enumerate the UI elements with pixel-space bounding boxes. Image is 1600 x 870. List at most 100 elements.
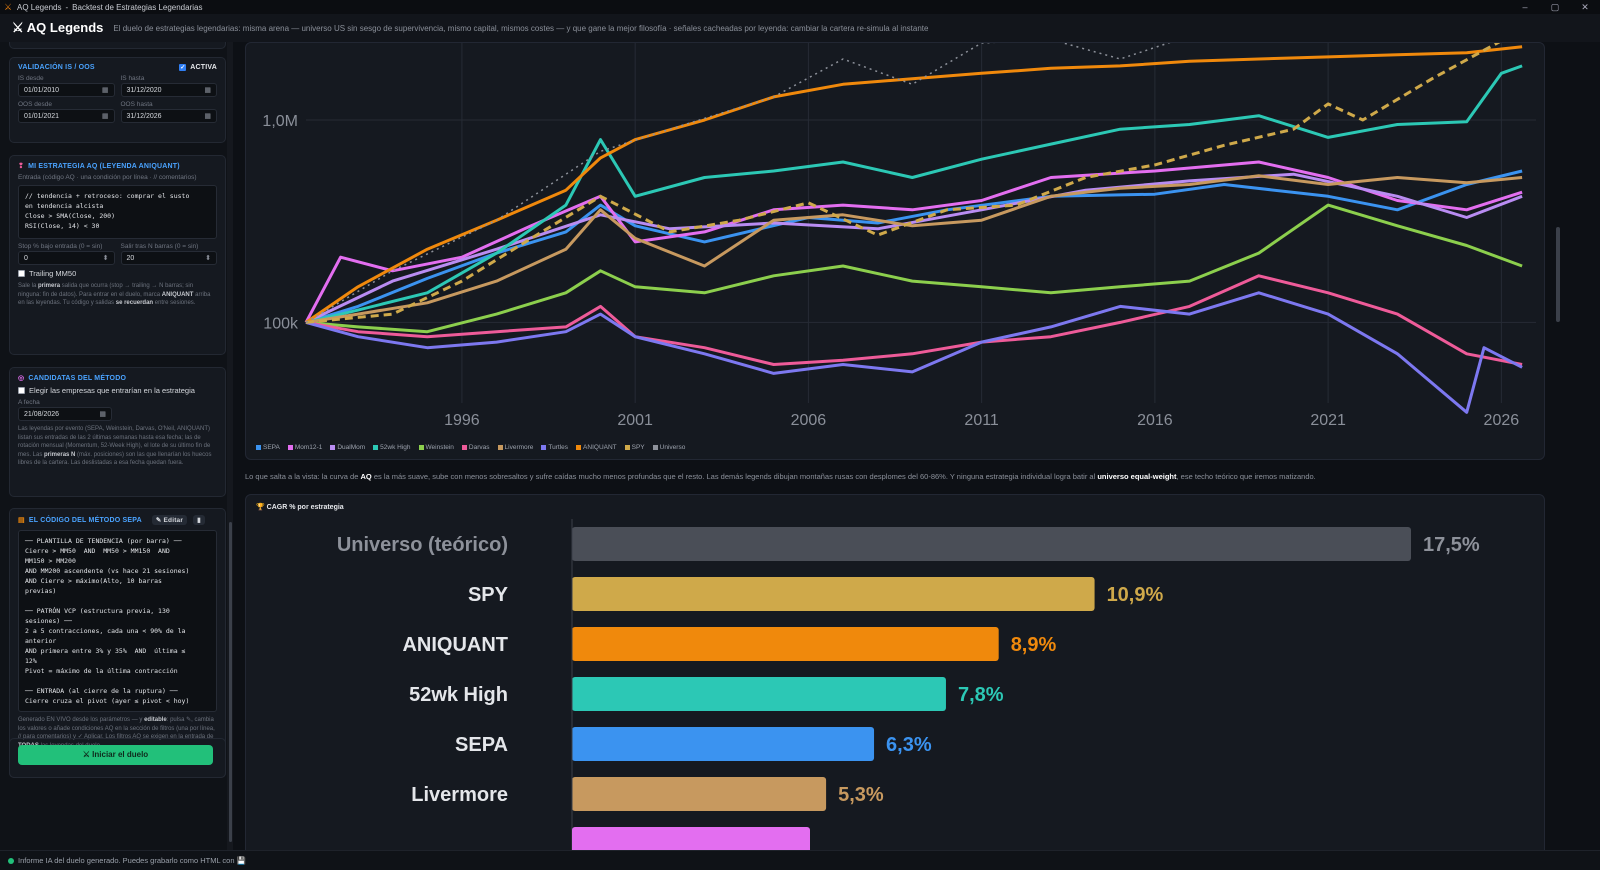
legend-item[interactable]: ANIQUANT	[576, 444, 617, 451]
edit-button[interactable]: ✎ Editar	[151, 515, 188, 525]
bar-category-label: Universo (teórico)	[337, 534, 508, 556]
sidebar-scrollbar[interactable]	[227, 42, 233, 850]
sepa-title-row: ▤ EL CÓDIGO DEL MÉTODO SEPA ✎ Editar ▮	[18, 515, 217, 525]
calendar-icon[interactable]: ▦	[101, 87, 109, 94]
note-bold: primeras N	[44, 451, 76, 458]
candidates-date-field[interactable]: 21/08/2026 ▦	[18, 407, 112, 421]
note-bold: editable	[144, 717, 167, 723]
commentary-text: , ese techo teórico que iremos matizando…	[1176, 472, 1316, 481]
bar-value-label: 6,3%	[886, 734, 932, 756]
legend-item[interactable]: Turtles	[541, 444, 568, 451]
is-from-label: IS desde	[18, 75, 44, 82]
stop-input[interactable]: 0 ⬍	[18, 251, 115, 265]
candidates-note: Las leyendas por evento (SEPA, Weinstein…	[18, 425, 217, 468]
series-line-weinstein	[305, 203, 1523, 334]
oos-to-field[interactable]: 31/12/2026 ▦	[120, 109, 217, 123]
bar	[572, 777, 827, 811]
exit-params-row: Stop % bajo entrada (0 = sin) 0 ⬍ Salir t…	[18, 239, 217, 265]
close-button[interactable]: ✕	[1581, 2, 1589, 12]
legend-item[interactable]: Universo	[652, 444, 686, 451]
maximize-button[interactable]: ▢	[1550, 2, 1560, 12]
note-text: : pulsa ✎, cambia los valores o añade co…	[18, 717, 215, 740]
stepper-icon[interactable]: ⬍	[205, 255, 211, 262]
x-tick-label: 1996	[444, 412, 480, 429]
validation-active-toggle[interactable]: ✓ ACTIVA	[179, 64, 217, 71]
calendar-icon[interactable]: ▦	[204, 87, 211, 94]
legend-item[interactable]: SEPA	[256, 444, 280, 451]
edit-label: Editar	[163, 517, 184, 524]
bar-value-label: 8,9%	[1011, 634, 1057, 656]
checkbox-icon[interactable]	[18, 270, 25, 277]
x-tick-label: 2021	[1310, 412, 1346, 429]
legend-item[interactable]: Darvas	[461, 444, 490, 451]
my-strategy-title: MI ESTRATEGIA AQ (LEYENDA ANIQUANT)	[28, 162, 180, 170]
candidates-card: ◎ CANDIDATAS DEL MÉTODO Elegir las empres…	[9, 367, 226, 497]
bar	[572, 527, 1411, 561]
sidebar-scrollbar-thumb[interactable]	[229, 522, 232, 842]
my-strategy-note: Sale la primera salida que ocurra (stop …	[18, 282, 217, 308]
legend-label: DualMom	[337, 444, 366, 451]
candidates-title: CANDIDATAS DEL MÉTODO	[28, 374, 127, 382]
legend-label: Weinstein	[425, 444, 454, 451]
legend-swatch	[256, 444, 261, 450]
checkbox-icon[interactable]	[18, 387, 25, 394]
legend-swatch	[287, 444, 293, 450]
oos-from-label: OOS desde	[18, 101, 52, 108]
choose-companies-checkbox[interactable]: Elegir las empresas que entrarían en la …	[18, 386, 217, 395]
trailing-checkbox[interactable]: Trailing MM50	[18, 269, 217, 278]
is-from-value: 01/01/2010	[24, 86, 60, 94]
bar	[572, 627, 999, 661]
app-header: ⚔ AQ Legends El duelo de estrategias leg…	[0, 14, 1600, 42]
main-scrollbar-thumb[interactable]	[1556, 227, 1560, 322]
legend-swatch	[461, 444, 467, 450]
sepa-code-card: ▤ EL CÓDIGO DEL MÉTODO SEPA ✎ Editar ▮ ── P…	[9, 508, 226, 778]
cagr-chart-panel: 🏆 CAGR % por estrategia Universo (teóric…	[245, 494, 1545, 850]
commentary-bold: AQ	[360, 472, 372, 481]
status-bar: Informe IA del duelo generado. Puedes gr…	[0, 850, 1600, 870]
window-title-app: AQ Legends	[17, 2, 62, 12]
sepa-code-editor[interactable]: ── PLANTILLA DE TENDENCIA (por barra) ──…	[18, 530, 217, 712]
legend-swatch	[330, 444, 336, 450]
series-line-spy	[305, 43, 1501, 324]
legend-label: Universo	[659, 444, 686, 451]
series-line-sepa	[305, 169, 1523, 324]
entry-label: Entrada (código AQ · una condición por l…	[18, 174, 197, 181]
bar	[572, 577, 1095, 611]
legend-swatch	[624, 444, 630, 450]
note-text: arriba en las leyendas. Tu código y sali…	[18, 291, 211, 307]
exit-bars-input[interactable]: 20 ⬍	[120, 251, 217, 265]
calendar-icon[interactable]: ▦	[99, 411, 106, 418]
series-line-livermore	[305, 174, 1523, 324]
choose-companies-label: Elegir las empresas que entrarían en la …	[29, 386, 195, 395]
validation-title: VALIDACIÓN IS / OOS	[18, 64, 95, 71]
calendar-icon[interactable]: ▦	[101, 113, 109, 120]
legend-item[interactable]: SPY	[624, 444, 645, 451]
stop-value: 0	[24, 254, 28, 262]
is-from-field[interactable]: 01/01/2010 ▦	[18, 83, 115, 97]
cagr-chart-title: 🏆 CAGR % por estrategia	[256, 504, 344, 511]
calendar-icon[interactable]: ▦	[204, 113, 211, 120]
note-bold: se recuerdan	[115, 300, 154, 306]
legend-label: ANIQUANT	[583, 444, 617, 451]
legend-label: SPY	[631, 444, 645, 451]
app-logo: ⚔ AQ Legends	[12, 20, 104, 35]
start-duel-button[interactable]: ⚔ Iniciar el duelo	[18, 745, 213, 765]
stepper-icon[interactable]: ⬍	[102, 255, 109, 262]
legend-item[interactable]: Mom12-1	[287, 444, 322, 451]
candidates-date-label: A fecha	[18, 399, 40, 406]
entry-code-editor[interactable]: // tendencia + retroceso: comprar el sus…	[18, 185, 217, 239]
bar-value-label: 10,9%	[1107, 584, 1164, 606]
oos-from-field[interactable]: 01/01/2021 ▦	[18, 109, 115, 123]
legend-item[interactable]: DualMom	[330, 444, 365, 451]
legend-item[interactable]: Weinstein	[418, 444, 454, 451]
bar-value-label: 5,3%	[838, 784, 884, 806]
legend-item[interactable]: 52wk High	[373, 444, 411, 451]
bar-partial-next	[572, 827, 810, 850]
is-to-field[interactable]: 31/12/2020 ▦	[120, 83, 217, 97]
bar-category-label: SPY	[468, 584, 509, 606]
minimize-button[interactable]: –	[1522, 2, 1528, 12]
window-controls: – ▢ ✕	[1510, 0, 1600, 14]
legend-item[interactable]: Livermore	[497, 444, 533, 451]
note-text: (máx. posiciones) son las que llenarían …	[18, 451, 212, 467]
delete-icon[interactable]: ▮	[193, 515, 205, 525]
